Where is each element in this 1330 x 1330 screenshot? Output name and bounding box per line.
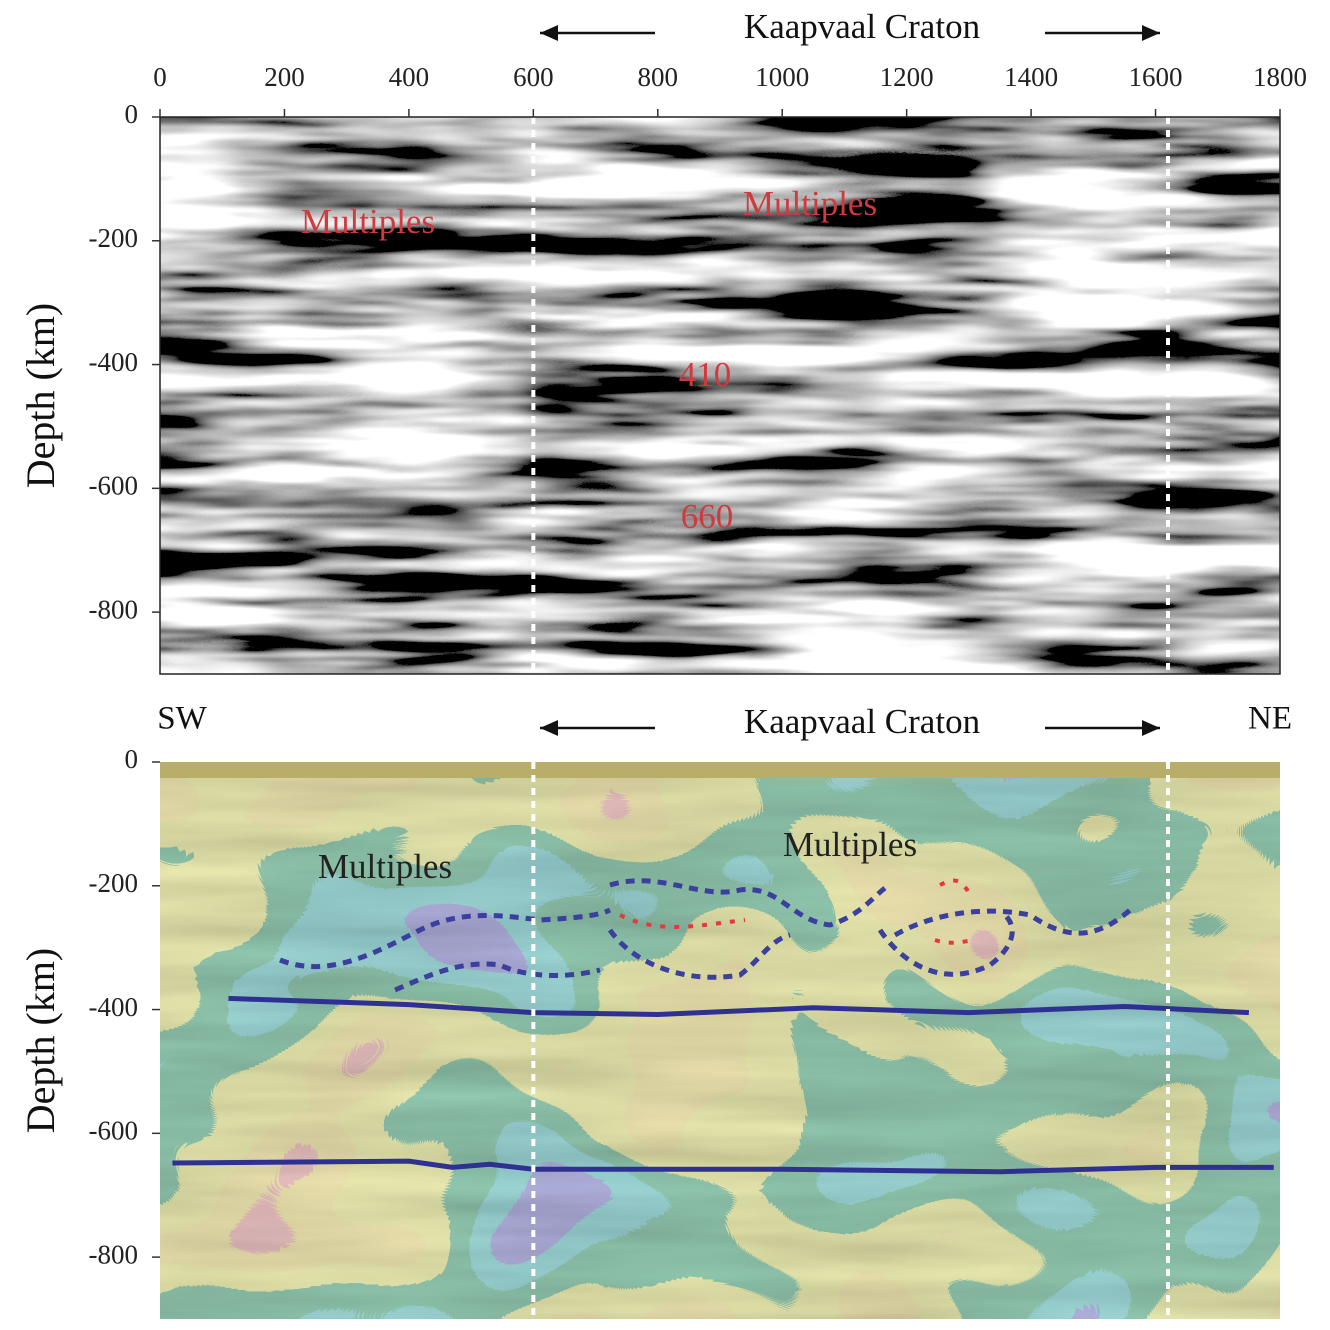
y-tick-label: -600 bbox=[89, 1116, 139, 1146]
outline bbox=[394, 961, 601, 993]
arrow-head bbox=[540, 720, 558, 736]
y-tick-label: -800 bbox=[89, 594, 139, 624]
y-tick-label: -400 bbox=[89, 992, 139, 1022]
outline bbox=[607, 928, 791, 980]
outline bbox=[609, 878, 887, 928]
x-tick-label: 1800 bbox=[1253, 62, 1307, 92]
left-label: SW bbox=[157, 701, 207, 737]
arrow-head bbox=[540, 25, 558, 41]
y-tick-label: 0 bbox=[125, 744, 139, 774]
red-outline bbox=[619, 913, 746, 929]
horizon-line bbox=[228, 995, 1250, 1018]
x-tick-label: 1000 bbox=[755, 62, 809, 92]
y-tick-label: -200 bbox=[89, 223, 139, 253]
y-axis-label: Depth (km) bbox=[18, 948, 63, 1134]
section-title: Kaapvaal Craton bbox=[744, 7, 980, 46]
annotation: Multiples bbox=[743, 184, 877, 223]
x-tick-label: 1400 bbox=[1004, 62, 1058, 92]
seismic-image bbox=[160, 117, 1280, 674]
surface-band bbox=[160, 762, 1280, 778]
y-tick-label: -400 bbox=[89, 347, 139, 377]
outline bbox=[877, 913, 1015, 977]
y-axis-label: Depth (km) bbox=[18, 303, 63, 489]
right-label: NE bbox=[1248, 701, 1292, 737]
seismic-image bbox=[160, 762, 1280, 1319]
x-tick-label: 400 bbox=[389, 62, 430, 92]
annotation: Multiples bbox=[301, 202, 435, 241]
annotation: 410 bbox=[679, 355, 732, 394]
y-tick-label: -200 bbox=[89, 868, 139, 898]
frame bbox=[159, 116, 1281, 675]
red-outline bbox=[939, 878, 972, 896]
y-tick-label: 0 bbox=[125, 99, 139, 129]
annotation: Multiples bbox=[783, 825, 917, 864]
y-tick-label: -600 bbox=[89, 471, 139, 501]
y-tick-label: -800 bbox=[89, 1239, 139, 1269]
x-tick-label: 200 bbox=[264, 62, 305, 92]
section-title: Kaapvaal Craton bbox=[744, 702, 980, 741]
x-tick-label: 600 bbox=[513, 62, 554, 92]
x-tick-label: 800 bbox=[638, 62, 679, 92]
x-tick-label: 1200 bbox=[880, 62, 934, 92]
annotation: 660 bbox=[681, 497, 734, 536]
x-tick-label: 0 bbox=[153, 62, 167, 92]
x-tick-label: 1600 bbox=[1129, 62, 1183, 92]
outline bbox=[893, 908, 1132, 938]
red-outline bbox=[934, 938, 976, 945]
arrow-head bbox=[1142, 720, 1160, 736]
outline bbox=[279, 907, 612, 970]
arrow-head bbox=[1142, 25, 1160, 41]
annotation: Multiples bbox=[318, 847, 452, 886]
